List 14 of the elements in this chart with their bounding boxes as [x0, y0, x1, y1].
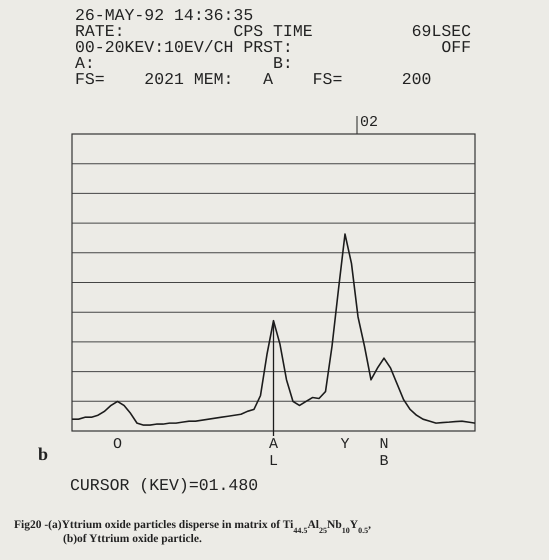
x-tick-label: Y	[340, 436, 350, 453]
text: 00-20KEV:10EV/CH PRST: OFF	[75, 38, 472, 57]
text: FS= 2021 MEM: A FS= 200	[75, 70, 432, 89]
x-tick-label: AL	[268, 436, 278, 470]
x-tick-label: O	[112, 436, 122, 453]
text: Fig20 -(a)Yttrium oxide particles disperse in matrix of Ti$_{44.5}$Al$_{25}$Nb$_{10}$Y$_{0.5}$,	[14, 519, 372, 534]
x-tick-label: NB	[379, 436, 389, 470]
text: (b)of Yttrium oxide particle.	[63, 533, 202, 545]
ref-line-label: CURSOR (KEV)=01.480	[70, 476, 258, 495]
text: RATE: CPS TIME 69LSEC	[75, 22, 472, 41]
text: b	[38, 444, 48, 464]
text: 02	[360, 114, 378, 131]
text: 26-MAY-92 14:36:35	[75, 6, 254, 25]
text: A: B:	[75, 54, 293, 73]
